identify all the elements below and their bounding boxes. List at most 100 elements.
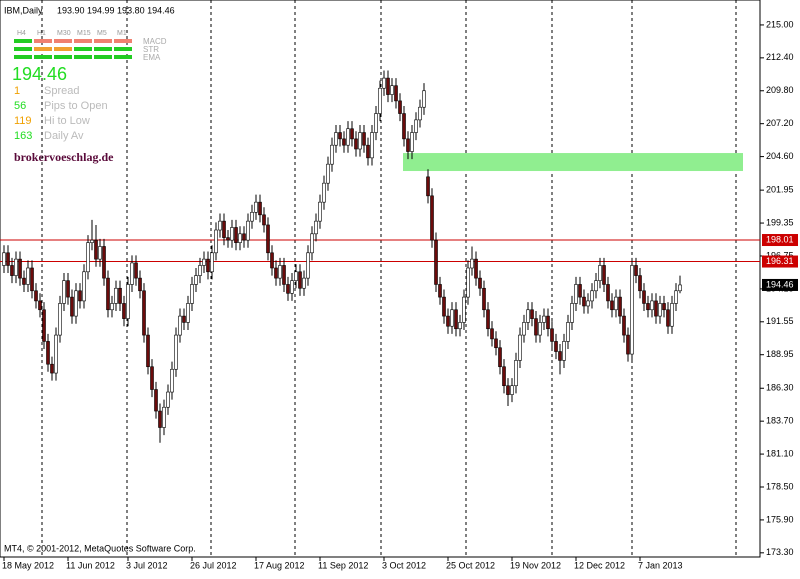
x-tick-label: 18 May 2012 [2, 560, 54, 570]
signal [54, 39, 72, 43]
candle-body [10, 265, 14, 276]
stat-value: 163 [14, 130, 32, 142]
candle-body [382, 77, 386, 89]
y-tick-label: 196.75 [766, 250, 794, 260]
signal [14, 47, 32, 51]
candle-body [74, 290, 78, 317]
candle-body [106, 277, 110, 311]
candle-body [390, 85, 394, 95]
candle-body [150, 366, 154, 390]
candle-body [198, 265, 202, 276]
candle-body [610, 300, 614, 311]
candle-body [62, 280, 66, 304]
candle-body [642, 290, 646, 304]
candle-body [458, 322, 462, 330]
candle-body [678, 284, 682, 292]
candle-body [358, 132, 362, 150]
signal [74, 39, 92, 43]
candle-body [606, 284, 610, 302]
candle-body [510, 385, 514, 395]
y-tick-label: 212.40 [766, 52, 794, 62]
y-tick-label: 201.95 [766, 185, 794, 195]
signal [114, 55, 132, 59]
candle-body [602, 265, 606, 285]
candle-body [534, 318, 538, 336]
candle-body [426, 176, 430, 197]
y-tick-label: 215.00 [766, 19, 794, 29]
candle-body [486, 309, 490, 330]
candle-body [614, 296, 618, 311]
candle-body [670, 303, 674, 327]
candle-body [126, 284, 130, 319]
candle-body [154, 389, 158, 412]
candle-body [290, 280, 294, 294]
candle-body [502, 366, 506, 387]
signal [94, 47, 112, 51]
candle-body [402, 113, 406, 140]
y-tick-label: 199.35 [766, 217, 794, 227]
candle-body [514, 360, 518, 387]
signal [94, 39, 112, 43]
candle-body [46, 341, 50, 365]
candle-body [626, 334, 630, 355]
candle-body [406, 138, 410, 152]
candle-body [662, 303, 666, 311]
candle-body [430, 195, 434, 241]
candle-body [222, 220, 226, 238]
big-price: 194.46 [12, 64, 67, 84]
candle-body [386, 77, 390, 95]
candle-body [194, 275, 198, 285]
candle-body [54, 334, 58, 374]
candle-body [262, 214, 266, 226]
candle-body [142, 290, 146, 336]
candle-body [254, 201, 258, 213]
timeframe: M5 [97, 30, 107, 37]
y-tick-label: 173.30 [766, 547, 794, 557]
signal [74, 55, 92, 59]
quote: 193.90 194.99 193.80 194.46 [57, 5, 175, 15]
candle-body [270, 252, 274, 269]
x-tick-label: 17 Aug 2012 [254, 560, 305, 570]
candle-body [586, 300, 590, 307]
signal [54, 55, 72, 59]
candle-body [618, 296, 622, 317]
candle-body [578, 284, 582, 298]
candle-body [574, 284, 578, 304]
candle-body [346, 128, 350, 146]
candle-body [342, 138, 346, 146]
candle-body [206, 258, 210, 273]
candle-body [598, 265, 602, 281]
copyright: MT4, © 2001-2012, MetaQuotes Software Co… [4, 543, 196, 553]
indicator: MACD [143, 37, 167, 46]
candle-body [70, 296, 74, 317]
y-tick-label: 183.70 [766, 416, 794, 426]
candle-body [234, 227, 238, 243]
candle-body [110, 303, 114, 311]
candle-body [310, 233, 314, 254]
candle-body [286, 284, 290, 294]
signal [114, 39, 132, 43]
y-tick-label: 181.10 [766, 448, 794, 458]
candle-body [210, 252, 214, 273]
candle-body [266, 224, 270, 254]
candle-body [482, 287, 486, 311]
y-tick-label: 191.55 [766, 316, 794, 326]
candle-body [122, 303, 126, 319]
candle-body [530, 309, 534, 319]
candle-body [362, 132, 366, 146]
candle-body [434, 239, 438, 285]
candle-body [298, 271, 302, 289]
candle-body [294, 271, 298, 281]
candle-body [170, 368, 174, 393]
timeframe: M30 [57, 30, 71, 37]
x-tick-label: 11 Sep 2012 [318, 560, 368, 570]
stat-value: 1 [14, 85, 20, 97]
candle-body [442, 296, 446, 317]
candle-body [318, 201, 322, 222]
candle-body [138, 277, 142, 292]
candle-body [542, 315, 546, 323]
candle-body [674, 290, 678, 304]
candle-body [306, 252, 310, 279]
candle-body [538, 322, 542, 336]
stat-label: Daily Av [44, 130, 84, 142]
